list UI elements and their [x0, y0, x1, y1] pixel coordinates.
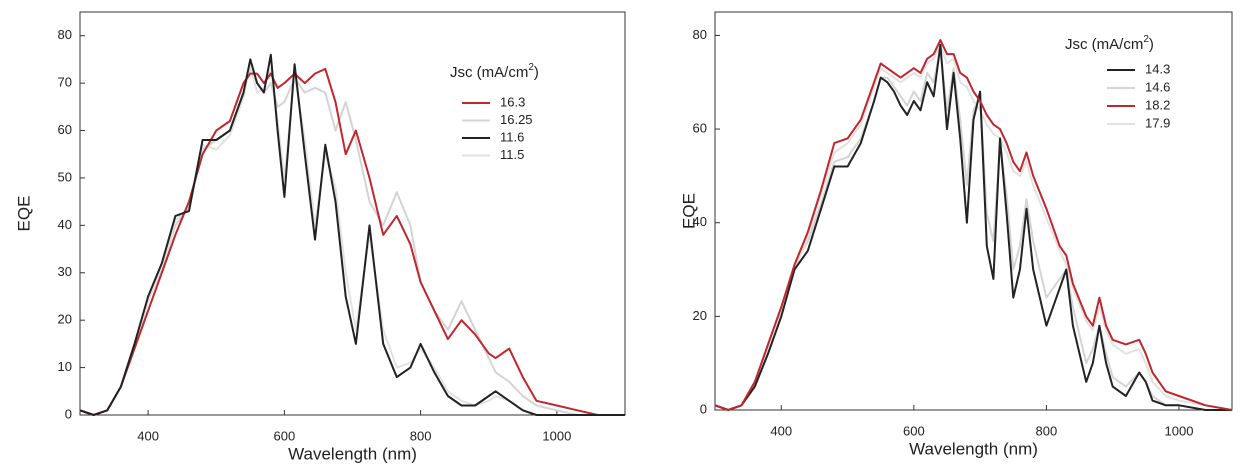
legend-title-part: Jsc (mA/cm	[1065, 36, 1143, 53]
series-line	[79, 63, 625, 416]
legend-label: 18.2	[1145, 97, 1170, 112]
series-line	[79, 67, 625, 416]
x-tick-label: 600	[903, 423, 925, 438]
series-line	[714, 43, 1232, 411]
x-tick-label: 1000	[542, 428, 571, 443]
y-tick-label: 40	[58, 217, 72, 232]
y-tick-label: 50	[58, 169, 72, 184]
legend-label: 14.3	[1145, 61, 1170, 76]
x-tick-label: 600	[274, 428, 296, 443]
y-tick-label: 0	[65, 406, 72, 421]
y-axis-label: EQE	[14, 196, 33, 232]
y-tick-label: 80	[58, 27, 72, 42]
legend-label: 16.25	[500, 112, 533, 127]
x-tick-label: 1000	[1165, 423, 1194, 438]
y-tick-label: 20	[693, 308, 707, 323]
legend-title-part: Jsc (mA/cm	[450, 64, 528, 81]
legend-title-part: )	[534, 64, 539, 81]
y-tick-label: 60	[693, 120, 707, 135]
plot-frame	[79, 11, 626, 416]
plot-frame	[714, 11, 1233, 411]
legend-label: 11.6	[500, 129, 524, 144]
legend-label: 16.3	[500, 94, 525, 109]
x-axis-label: Wavelength (nm)	[288, 444, 417, 463]
legend-title: Jsc (mA/cm2)	[450, 62, 539, 81]
x-tick-label: 800	[1036, 423, 1058, 438]
y-tick-label: 80	[693, 27, 707, 42]
x-tick-label: 800	[410, 428, 432, 443]
legend-title-part: )	[1149, 36, 1154, 53]
series-line	[714, 39, 1233, 411]
y-tick-label: 10	[58, 359, 72, 374]
x-tick-label: 400	[770, 423, 792, 438]
y-tick-label: 30	[58, 264, 72, 279]
series-line	[714, 43, 1233, 411]
series-line	[79, 53, 625, 416]
y-tick-label: 40	[693, 214, 707, 229]
y-tick-label: 60	[58, 122, 72, 137]
x-tick-label: 400	[137, 428, 159, 443]
legend-label: 14.6	[1145, 79, 1170, 94]
y-tick-label: 70	[58, 75, 72, 90]
y-tick-label: 0	[700, 401, 707, 416]
x-axis-label: Wavelength (nm)	[909, 439, 1038, 458]
y-axis-label: EQE	[679, 193, 698, 229]
y-tick-label: 20	[58, 312, 72, 327]
legend-label: 17.9	[1145, 115, 1170, 130]
series-line	[714, 48, 1232, 411]
series-line	[79, 67, 625, 416]
legend-label: 11.5	[500, 147, 524, 162]
legend-title-part: 2	[1143, 34, 1149, 45]
legend-title: Jsc (mA/cm2)	[1065, 34, 1154, 53]
legend-title-part: 2	[528, 62, 534, 73]
